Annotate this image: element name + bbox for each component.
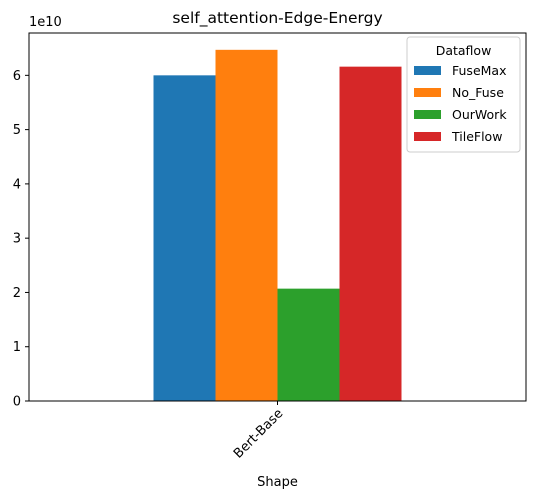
x-axis-label: Shape — [257, 475, 298, 490]
legend-title: Dataflow — [436, 43, 492, 58]
x-tick-label: Bert-Base — [231, 406, 286, 461]
y-tick-label: 3 — [13, 232, 21, 247]
y-tick-label: 5 — [13, 123, 21, 138]
bar-no-fuse — [215, 49, 278, 401]
y-tick-label: 4 — [13, 177, 21, 192]
plot-area: 0 1 2 3 4 5 6 Bert-Base — [13, 32, 527, 462]
legend-swatch-ourwork — [414, 110, 441, 119]
chart-title: self_attention-Edge-Energy — [172, 9, 382, 28]
y-tick-label: 0 — [13, 395, 21, 410]
legend-label-no-fuse: No_Fuse — [452, 85, 504, 100]
y-axis-scale-label: 1e10 — [29, 15, 62, 30]
legend: Dataflow FuseMax No_Fuse OurWork TileFlow — [406, 36, 521, 153]
legend-box — [406, 36, 521, 153]
legend-label-ourwork: OurWork — [452, 107, 507, 122]
legend-swatch-fusemax — [414, 66, 441, 75]
legend-label-fusemax: FuseMax — [452, 63, 506, 78]
legend-swatch-no-fuse — [414, 88, 441, 97]
y-tick-label: 6 — [13, 69, 21, 84]
bar-ourwork — [277, 288, 340, 401]
y-tick-label: 1 — [13, 340, 21, 355]
bar-tileflow — [339, 66, 402, 401]
bar-fusemax — [153, 75, 216, 402]
legend-label-tileflow: TileFlow — [451, 129, 502, 144]
y-tick-label: 2 — [13, 286, 21, 301]
legend-swatch-tileflow — [414, 132, 441, 141]
